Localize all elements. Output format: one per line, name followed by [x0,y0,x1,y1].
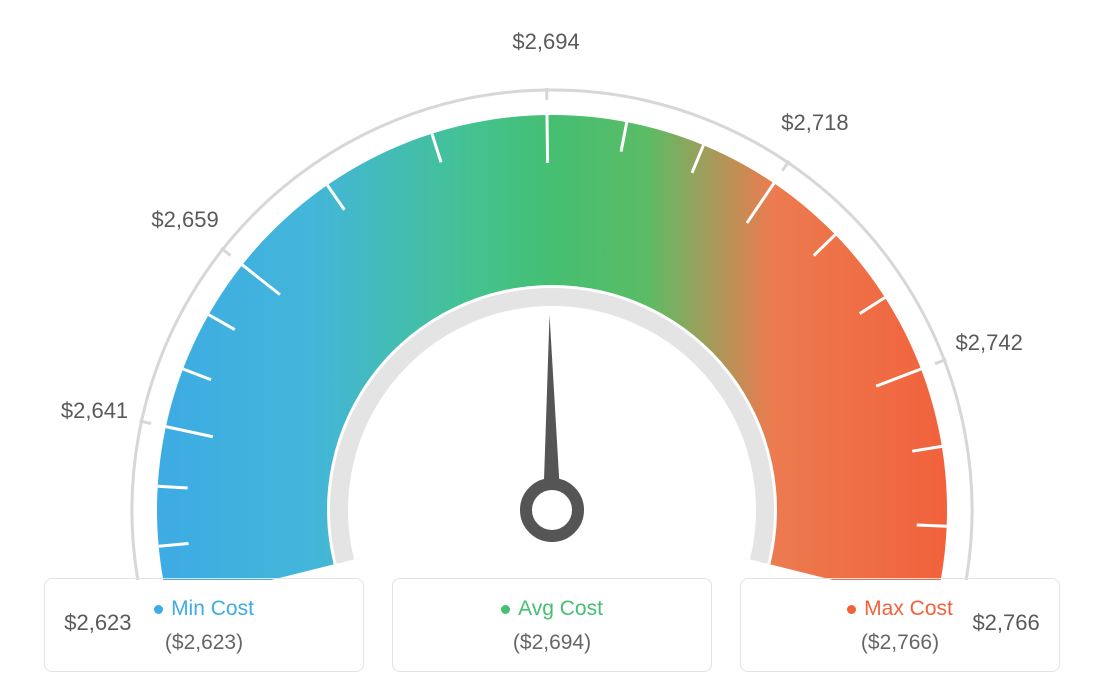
legend-value-max: ($2,766) [751,631,1049,655]
legend-title-max: Max Cost [847,597,953,621]
legend-title-avg-text: Avg Cost [518,597,603,621]
legend-value-min: ($2,623) [55,631,353,655]
gauge-tick-label: $2,641 [61,398,128,424]
legend-title-min-text: Min Cost [171,597,254,621]
gauge-tick-label: $2,718 [781,110,848,136]
legend-title-min: Min Cost [154,597,254,621]
legend-row: Min Cost ($2,623) Avg Cost ($2,694) Max … [0,578,1104,672]
legend-dot-avg [501,605,510,614]
legend-card-avg: Avg Cost ($2,694) [392,578,712,672]
gauge-chart: $2,623$2,641$2,659$2,694$2,718$2,742$2,7… [0,0,1104,560]
legend-card-max: Max Cost ($2,766) [740,578,1060,672]
legend-value-avg: ($2,694) [403,631,701,655]
legend-card-min: Min Cost ($2,623) [44,578,364,672]
legend-title-avg: Avg Cost [501,597,603,621]
gauge-tick-label: $2,659 [151,207,218,233]
legend-title-max-text: Max Cost [864,597,953,621]
gauge-tick-label: $2,742 [956,330,1023,356]
gauge-tick-label: $2,694 [512,29,579,55]
legend-dot-min [154,605,163,614]
legend-dot-max [847,605,856,614]
gauge-svg [22,20,1082,580]
